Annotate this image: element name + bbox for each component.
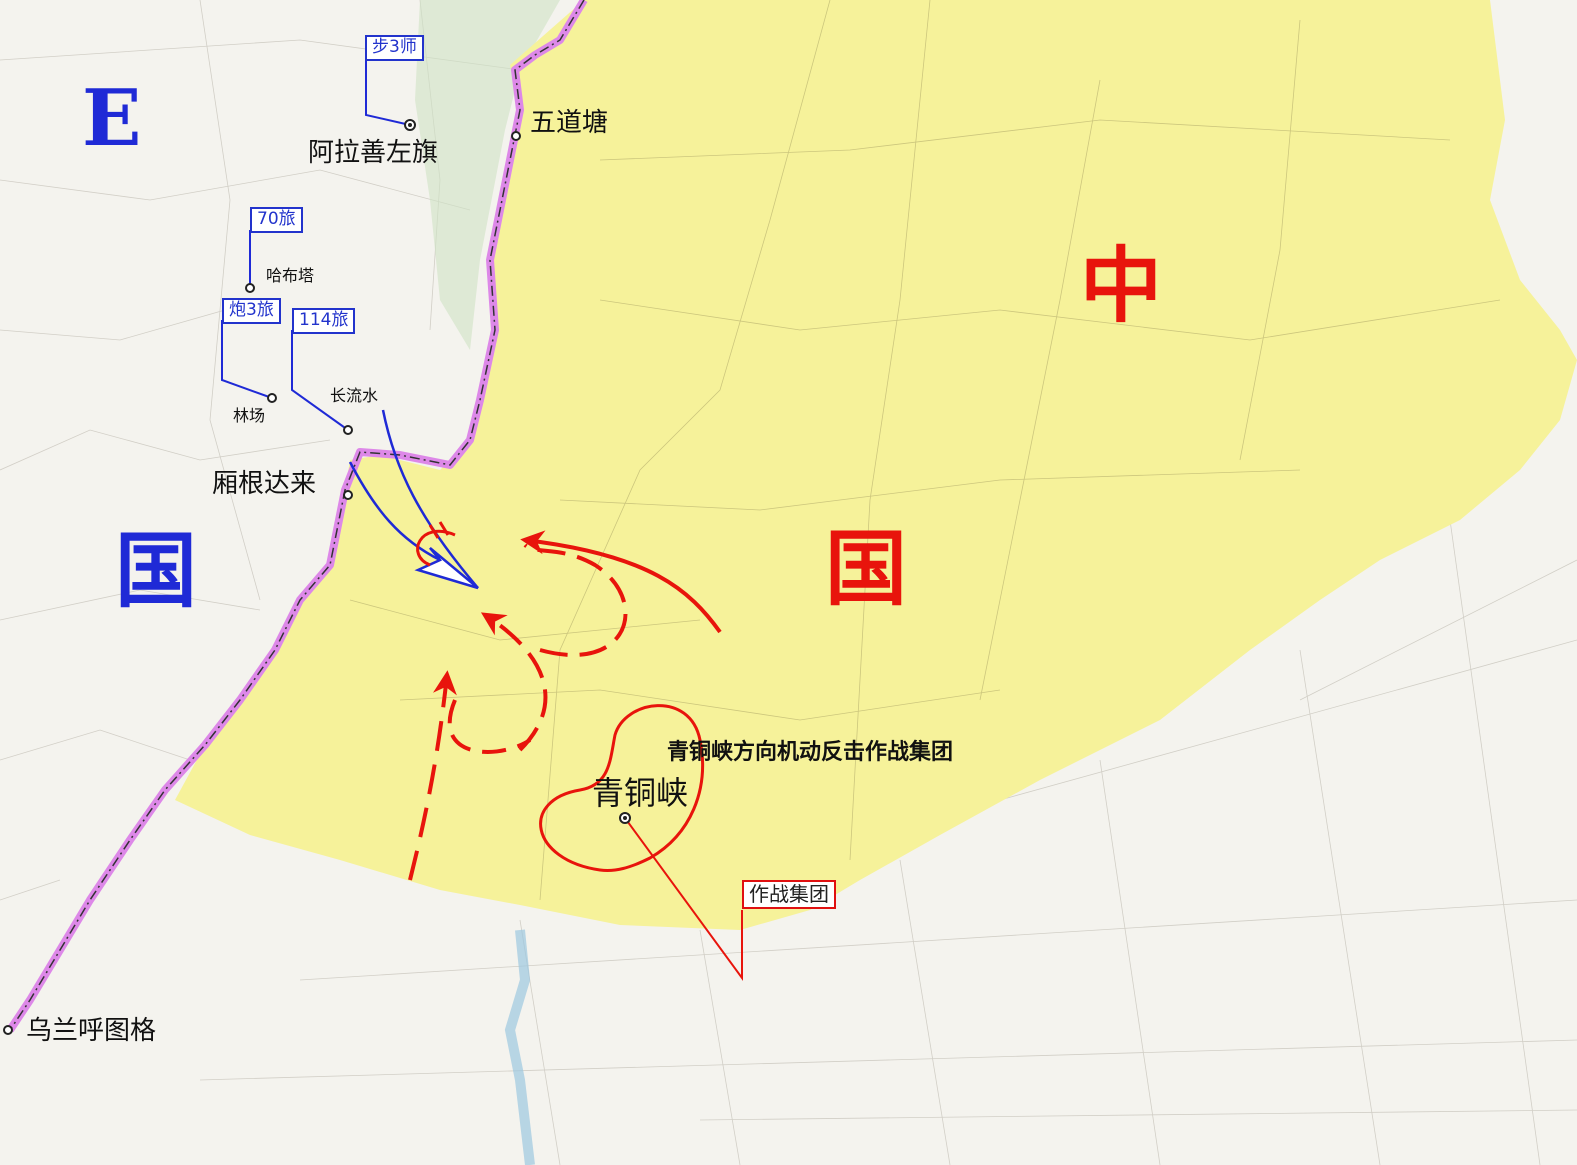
unit-label-lu70: 70旅 <box>250 207 303 233</box>
city-label-linchang: 林场 <box>233 406 266 425</box>
combat-group-leader <box>624 817 743 982</box>
city-label-wudaotang: 五道塘 <box>530 108 609 138</box>
city-label-xianggendalai: 厢根达来 <box>212 469 317 499</box>
city-label-wulanhutuge: 乌兰呼图格 <box>26 1016 157 1046</box>
red-counterattack-arrows <box>408 530 722 881</box>
unit-label-combat-group: 作战集团 <box>742 880 836 909</box>
region-e-char2: 国 <box>115 523 198 619</box>
china-terrain-lines <box>349 0 1501 901</box>
unit-label-bu3shi: 步3师 <box>365 35 424 61</box>
marker-linchang <box>267 393 277 403</box>
river <box>504 929 535 1165</box>
city-label-alashan: 阿拉善左旗 <box>308 138 439 168</box>
city-label-habuta: 哈布塔 <box>266 266 315 285</box>
group-title: 青铜峡方向机动反击作战集团 <box>667 740 954 765</box>
marker-xianggendalai <box>343 490 353 500</box>
hill-area <box>415 0 560 350</box>
city-label-qingtongxia: 青铜峡 <box>592 774 689 812</box>
city-label-changliushui: 长流水 <box>330 386 379 405</box>
china-territory <box>175 0 1577 930</box>
unit-label-pao3lu: 炮3旅 <box>222 298 281 324</box>
blue-attack-arrows <box>348 409 479 590</box>
marker-wulanhutuge <box>3 1025 13 1035</box>
region-china-char2: 国 <box>825 521 908 617</box>
city-markers <box>3 119 631 1035</box>
marker-habuta <box>245 283 255 293</box>
region-china-char1: 中 <box>1080 238 1163 334</box>
combat-group-envelope <box>539 704 705 872</box>
blue-unit-leaders <box>221 58 411 431</box>
red-block-arc <box>416 521 456 567</box>
region-e-char1: E <box>82 73 142 164</box>
border-line-dash <box>9 0 585 1031</box>
marker-wudaotang <box>511 131 521 141</box>
unit-label-lu114: 114旅 <box>292 308 356 334</box>
marker-changliushui <box>343 425 353 435</box>
